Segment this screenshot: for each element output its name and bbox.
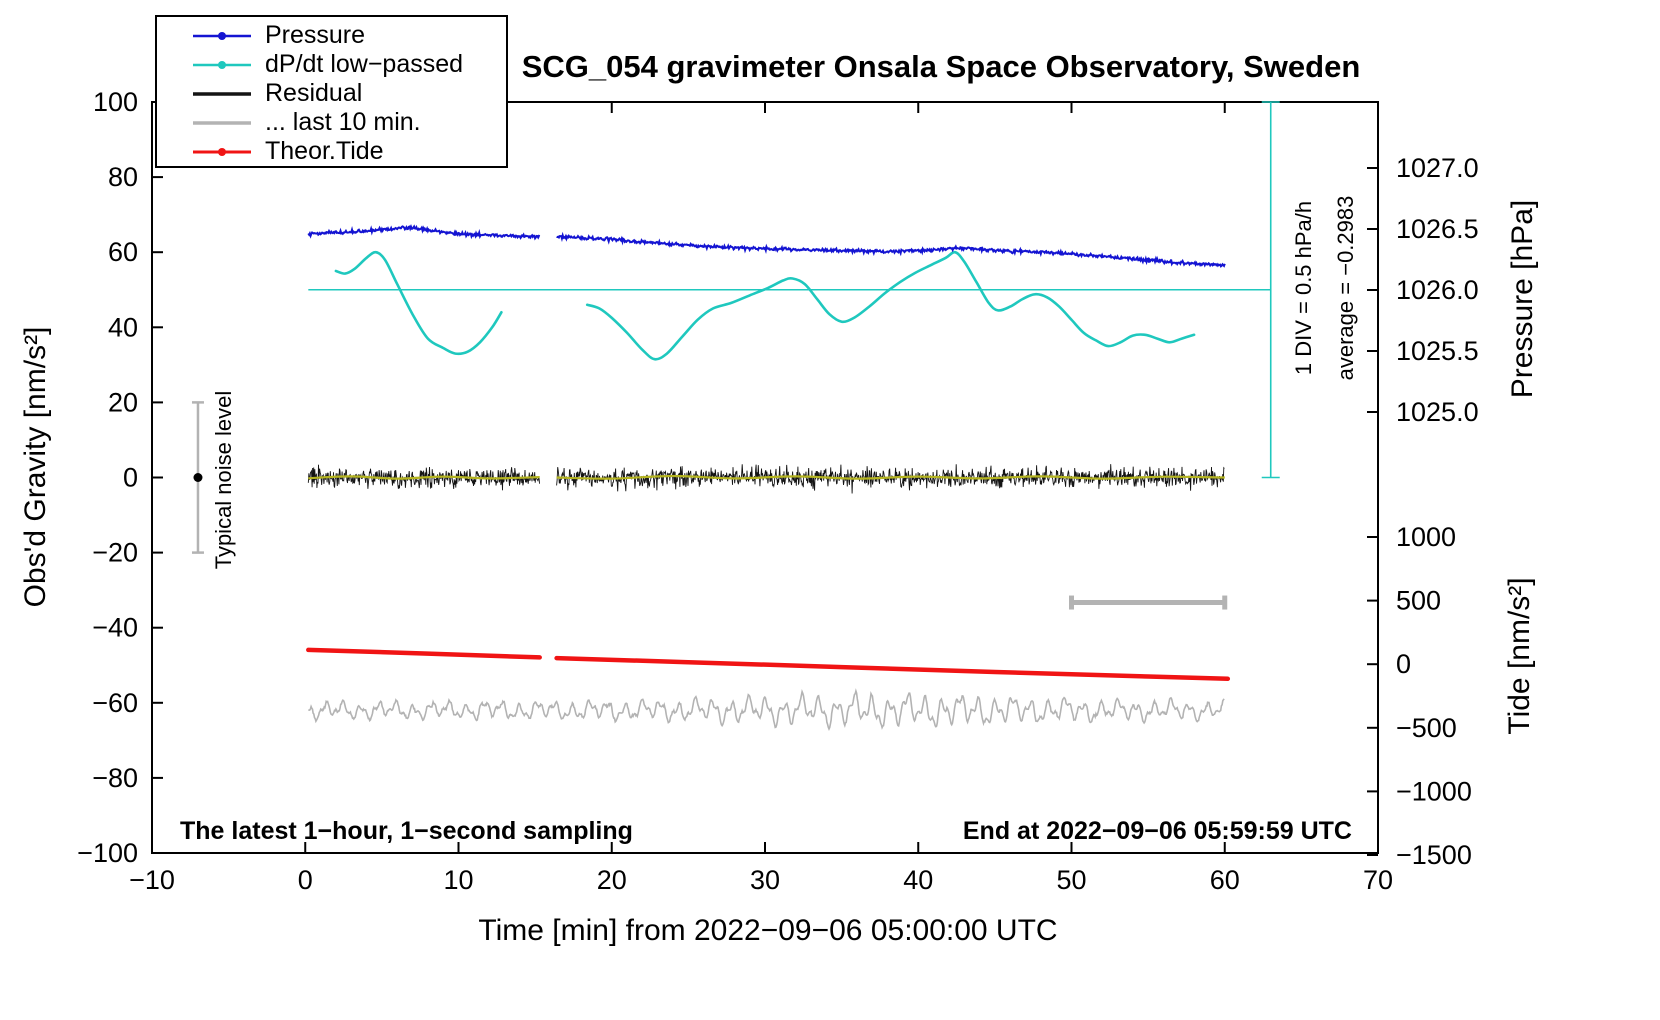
x-tick-label: 20 xyxy=(597,865,627,895)
pressure-tick-label: 1026.0 xyxy=(1396,275,1479,305)
tide-tick-label: −1000 xyxy=(1396,776,1472,806)
tide-axis-title: Tide [nm/s²] xyxy=(1503,577,1536,735)
gravity-tick-label: 0 xyxy=(123,463,138,493)
x-tick-label: 0 xyxy=(298,865,313,895)
gravity-tick-label: −20 xyxy=(92,538,138,568)
x-axis-title: Time [min] from 2022−09−06 05:00:00 UTC xyxy=(478,914,1058,947)
sampling-footer: The latest 1−hour, 1−second sampling xyxy=(180,817,633,845)
gravity-tick-label: 20 xyxy=(108,387,138,417)
average-note: average = −0.2983 xyxy=(1333,195,1358,381)
noise-level-note: Typical noise level xyxy=(211,390,236,570)
div-scale-note: 1 DIV = 0.5 hPa/h xyxy=(1291,200,1316,376)
tide-tick-label: 500 xyxy=(1396,586,1441,616)
pressure-axis-title: Pressure [hPa] xyxy=(1506,199,1539,399)
x-tick-label: 50 xyxy=(1056,865,1086,895)
legend-item: ... last 10 min. xyxy=(157,108,506,137)
gravity-tick-label: −40 xyxy=(92,613,138,643)
gravity-tick-label: 40 xyxy=(108,312,138,342)
last10min-series xyxy=(308,688,1225,731)
axis-tick-labels: −10 0 10 20 30 40 50 60 70100806040200−20−40−60−… xyxy=(77,87,1478,895)
x-tick-label: 30 xyxy=(750,865,780,895)
pressure-tick-label: 1026.5 xyxy=(1396,214,1479,244)
dpdt-scale-bar xyxy=(1261,101,1280,479)
gravity-tick-label: −80 xyxy=(92,763,138,793)
noise-level-dot xyxy=(193,473,203,482)
ten-min-scale-bar xyxy=(1069,595,1228,610)
chart-legend: Pressure dP/dt low−passed Residual... last… xyxy=(155,15,508,168)
legend-label: Theor.Tide xyxy=(265,137,384,165)
gravity-tick-label: −60 xyxy=(92,688,138,718)
x-tick-label: 40 xyxy=(903,865,933,895)
legend-line-sample xyxy=(193,120,251,125)
legend-label: ... last 10 min. xyxy=(265,108,421,136)
tide-tick-label: −1500 xyxy=(1396,840,1472,870)
gravity-tick-label: 100 xyxy=(93,87,138,117)
legend-item: Pressure xyxy=(157,21,506,50)
tide-tick-label: 1000 xyxy=(1396,522,1456,552)
legend-line-sample xyxy=(193,60,251,69)
pressure-tick-label: 1025.5 xyxy=(1396,336,1479,366)
legend-label: Pressure xyxy=(265,21,366,49)
legend-line-sample xyxy=(193,147,251,156)
tide-tick-label: 0 xyxy=(1396,649,1411,679)
legend-item: dP/dt low−passed xyxy=(157,50,506,79)
gravity-tick-label: −100 xyxy=(77,838,138,868)
tide-series xyxy=(306,647,1231,682)
noise-level-bar xyxy=(191,401,204,554)
residual-smooth-series xyxy=(308,474,1225,480)
legend-label: dP/dt low−passed xyxy=(265,50,464,78)
x-tick-label: 70 xyxy=(1363,865,1393,895)
end-time-footer: End at 2022−09−06 05:59:59 UTC xyxy=(962,817,1352,845)
legend-item: Residual xyxy=(157,79,506,108)
chart-title: SCG_054 gravimeter Onsala Space Observat… xyxy=(521,49,1361,84)
residual-series xyxy=(307,464,1225,494)
pressure-tick-label: 1027.0 xyxy=(1396,153,1479,183)
x-tick-label: −10 xyxy=(129,865,175,895)
gravity-tick-label: 60 xyxy=(108,237,138,267)
x-tick-label: 10 xyxy=(443,865,473,895)
legend-label: Residual xyxy=(265,79,363,107)
pressure-series xyxy=(307,223,1226,268)
legend-line-sample xyxy=(193,91,251,96)
legend-item: Theor.Tide xyxy=(157,137,506,166)
tide-tick-label: −500 xyxy=(1396,713,1457,743)
pressure-tick-label: 1025.0 xyxy=(1396,397,1479,427)
x-tick-label: 60 xyxy=(1210,865,1240,895)
legend-line-sample xyxy=(193,31,251,40)
dpdt-series xyxy=(334,250,1196,361)
gravity-axis-title: Obs'd Gravity [nm/s²] xyxy=(19,326,52,608)
gravity-tick-label: 80 xyxy=(108,162,138,192)
